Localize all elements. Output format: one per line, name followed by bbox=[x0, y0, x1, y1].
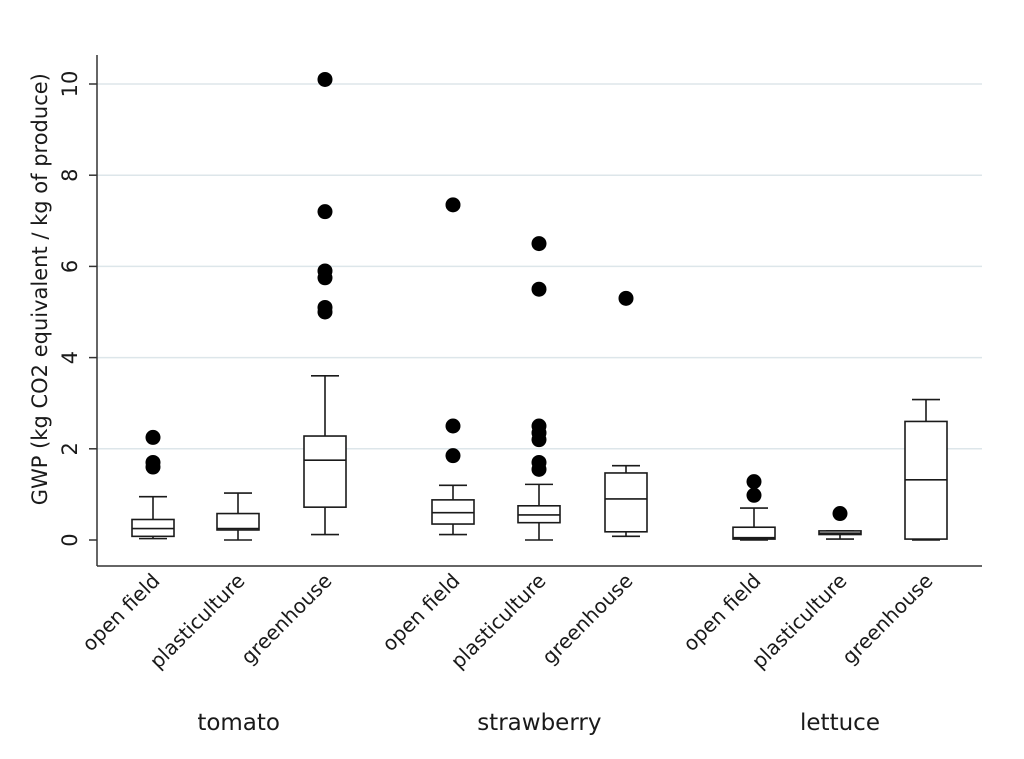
box-iqr bbox=[216, 512, 260, 531]
outlier-point bbox=[618, 290, 634, 306]
y-tick-label: 8 bbox=[58, 169, 82, 182]
box-tomato-open-field bbox=[131, 429, 175, 540]
grid-lines bbox=[97, 83, 982, 450]
box-lettuce-greenhouse bbox=[904, 398, 948, 541]
outlier-point bbox=[317, 299, 333, 315]
box-lettuce-open-field bbox=[732, 474, 776, 541]
y-tick-label: 6 bbox=[58, 260, 82, 273]
outlier-point bbox=[531, 418, 547, 434]
box-strawberry-plasticulture bbox=[517, 236, 561, 541]
outlier-point bbox=[445, 197, 461, 213]
outlier-point bbox=[445, 448, 461, 464]
box-tomato-plasticulture bbox=[216, 492, 260, 541]
y-axis-label: GWP (kg CO2 equivalent / kg of produce) bbox=[28, 73, 52, 505]
outlier-point bbox=[145, 429, 161, 445]
box-iqr bbox=[604, 472, 648, 533]
y-tick-label: 4 bbox=[58, 351, 82, 364]
y-tick-label: 2 bbox=[58, 442, 82, 455]
box-strawberry-greenhouse bbox=[604, 290, 648, 538]
outlier-point bbox=[317, 263, 333, 279]
y-tick-label: 10 bbox=[58, 71, 82, 98]
outlier-point bbox=[832, 506, 848, 522]
box-lettuce-plasticulture bbox=[818, 506, 862, 540]
box-strawberry-open-field bbox=[431, 197, 475, 536]
outlier-point bbox=[317, 71, 333, 87]
group-label-strawberry: strawberry bbox=[477, 710, 601, 736]
box-tomato-greenhouse bbox=[303, 71, 347, 536]
axes bbox=[89, 55, 982, 567]
boxes bbox=[131, 71, 948, 541]
outlier-point bbox=[531, 454, 547, 470]
outlier-point bbox=[145, 454, 161, 470]
outlier-point bbox=[746, 474, 762, 490]
outlier-point bbox=[445, 418, 461, 434]
box-iqr bbox=[303, 435, 347, 508]
outlier-point bbox=[746, 487, 762, 503]
group-label-tomato: tomato bbox=[197, 710, 280, 736]
outlier-point bbox=[531, 281, 547, 297]
y-tick-label: 0 bbox=[58, 533, 82, 546]
outlier-point bbox=[531, 236, 547, 252]
box-iqr bbox=[732, 526, 776, 540]
outlier-point bbox=[317, 204, 333, 220]
group-label-lettuce: lettuce bbox=[800, 710, 880, 736]
